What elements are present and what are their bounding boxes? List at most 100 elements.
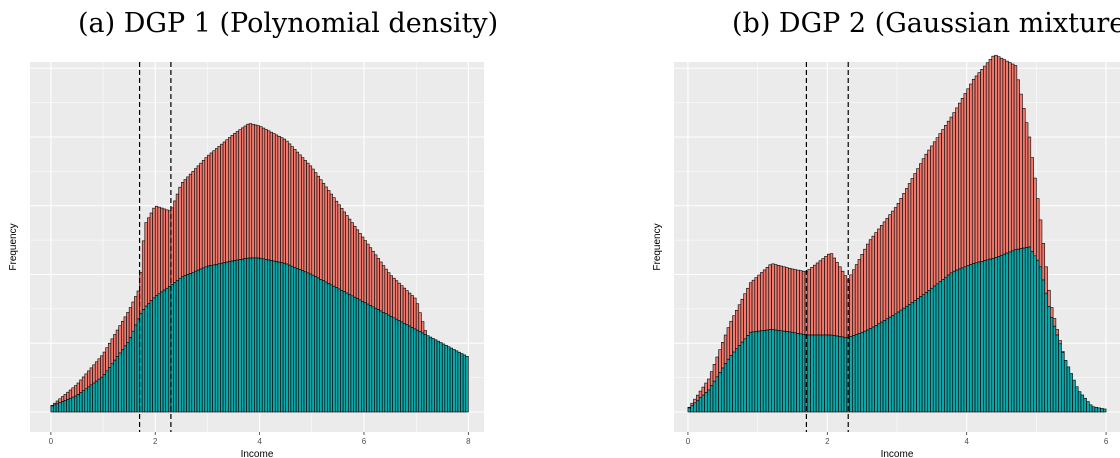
- chart-a-bar-upper: [389, 275, 393, 317]
- chart-b-bar-upper: [693, 398, 697, 404]
- chart-b-bar-lower: [740, 341, 744, 413]
- chart-a-bar-lower: [175, 280, 180, 413]
- chart-a-bar-lower: [191, 271, 195, 413]
- chart-a-bar-lower: [350, 295, 354, 413]
- chart-b-bar-upper: [1041, 243, 1046, 281]
- chart-a-bar-upper: [144, 222, 148, 307]
- chart-a-bar-upper: [199, 162, 203, 270]
- chart-a-bar-upper: [66, 391, 70, 400]
- chart-b-bar-lower: [796, 333, 800, 413]
- chart-a-bar-lower: [340, 290, 344, 413]
- chart-a-bar-lower: [87, 386, 91, 413]
- chart-a-bar-lower: [173, 282, 177, 413]
- chart-a-bar-upper: [175, 193, 180, 281]
- chart-b-bar-lower: [827, 334, 831, 413]
- chart-b-bar-lower: [1019, 248, 1023, 413]
- chart-a-bar-lower: [227, 261, 232, 413]
- chart-a-bar-lower: [405, 324, 409, 413]
- chart-a-bar-upper: [410, 295, 414, 328]
- chart-a-bar-upper: [308, 165, 313, 275]
- chart-b-bar-upper: [852, 269, 856, 336]
- chart-b-bar-upper: [966, 88, 970, 267]
- chart-b-bar-lower: [721, 367, 725, 413]
- chart-b-bar-upper: [821, 258, 825, 336]
- chart-a-bar-lower: [61, 401, 65, 413]
- chart-b-bar-lower: [1024, 247, 1029, 413]
- chart-b-bar-upper: [999, 57, 1004, 256]
- chart-a-bar-upper: [350, 222, 354, 297]
- chart-b-bar-lower: [754, 331, 758, 413]
- chart-a-bar-upper: [74, 385, 78, 397]
- chart-a-bar-upper: [84, 373, 88, 390]
- chart-b-bar-lower: [952, 270, 956, 413]
- chart-b-bar-lower: [787, 331, 792, 413]
- chart-a-bar-upper: [319, 179, 323, 280]
- chart-b-bar-upper: [871, 235, 875, 328]
- chart-b-bar-lower: [824, 334, 828, 413]
- chart-b-bar-lower: [983, 260, 987, 413]
- chart-b-bar-upper: [726, 327, 731, 360]
- chart-a-bar-lower: [102, 374, 106, 413]
- chart-a-bar-lower: [408, 325, 412, 413]
- chart-a-bar-upper: [121, 320, 125, 350]
- chart-a-bar-lower: [423, 334, 427, 413]
- chart-a-bar-lower: [134, 324, 138, 413]
- chart-b-bar-lower: [718, 372, 722, 413]
- chart-a-bar-upper: [285, 140, 289, 265]
- chart-b-bar-upper: [983, 65, 987, 261]
- chart-a-bar-upper: [131, 301, 135, 332]
- chart-b-bar-lower: [748, 331, 753, 413]
- chart-a-bar-lower: [238, 259, 242, 413]
- chart-a-bar-lower: [358, 299, 362, 413]
- chart-a-bar-lower: [201, 267, 206, 413]
- chart-a-bar-upper: [329, 193, 333, 286]
- chart-a-bar-lower: [332, 285, 336, 413]
- chart-b-bar-lower: [1013, 249, 1018, 413]
- chart-b-bar-lower: [997, 256, 1001, 413]
- chart-b-bar-lower: [969, 264, 973, 413]
- chart-a-bar-lower: [243, 258, 247, 413]
- chart-b-bar-lower: [1055, 334, 1059, 413]
- chart-a-bar-upper: [384, 268, 388, 314]
- chart-b-bar-lower: [1080, 394, 1085, 413]
- chart-b-bar-upper: [949, 116, 954, 274]
- chart-b-bar-lower: [1050, 317, 1054, 413]
- chart-a-bar-upper: [259, 126, 263, 259]
- chart-a-bar-upper: [355, 229, 360, 299]
- chart-b-bar-lower: [746, 335, 750, 413]
- chart-a-bar-upper: [173, 200, 177, 283]
- chart-a-bar-lower: [371, 306, 375, 413]
- chart-b-bar-lower: [999, 254, 1004, 413]
- chart-b-bar-upper: [960, 98, 965, 269]
- chart-b-bar-upper: [762, 269, 767, 331]
- chart-b-bar-upper: [704, 382, 708, 393]
- chart-b-bar-lower: [1089, 404, 1093, 413]
- chart-a-bar-upper: [334, 200, 339, 288]
- chart-a-bar-lower: [415, 329, 420, 413]
- chart-a-bar-lower: [94, 380, 99, 413]
- chart-b-bar-upper: [882, 221, 887, 321]
- chart-b-bar-lower: [779, 330, 784, 413]
- chart-b-bar-lower: [946, 274, 951, 413]
- chart-a-bar-lower: [55, 403, 60, 413]
- chart-b-bar-lower: [941, 279, 945, 413]
- chart-a-bar-lower: [204, 266, 208, 413]
- chart-a-bar-upper: [100, 355, 104, 378]
- chart-b-bar-upper: [997, 56, 1001, 257]
- chart-a-bar-upper: [71, 387, 75, 398]
- chart-b-title: (b) DGP 2 (Gaussian mixture): [732, 8, 1120, 39]
- chart-b-bar-lower: [921, 294, 926, 413]
- chart-b-bar-upper: [835, 262, 839, 337]
- chart-b-bar-lower: [1066, 366, 1071, 413]
- chart-b-bar-lower: [958, 268, 962, 413]
- chart-b-bar-upper: [810, 267, 814, 336]
- chart-a-bar-lower: [426, 335, 430, 413]
- chart-b-bar-lower: [907, 304, 912, 413]
- chart-b-bar-upper: [985, 62, 990, 261]
- chart-b-bar-upper: [913, 173, 917, 301]
- chart-b-bar-lower: [960, 267, 965, 413]
- chart-a-bar-lower: [58, 402, 62, 413]
- chart-a-bar-upper: [191, 171, 195, 273]
- chart-a-bar-lower: [439, 342, 443, 413]
